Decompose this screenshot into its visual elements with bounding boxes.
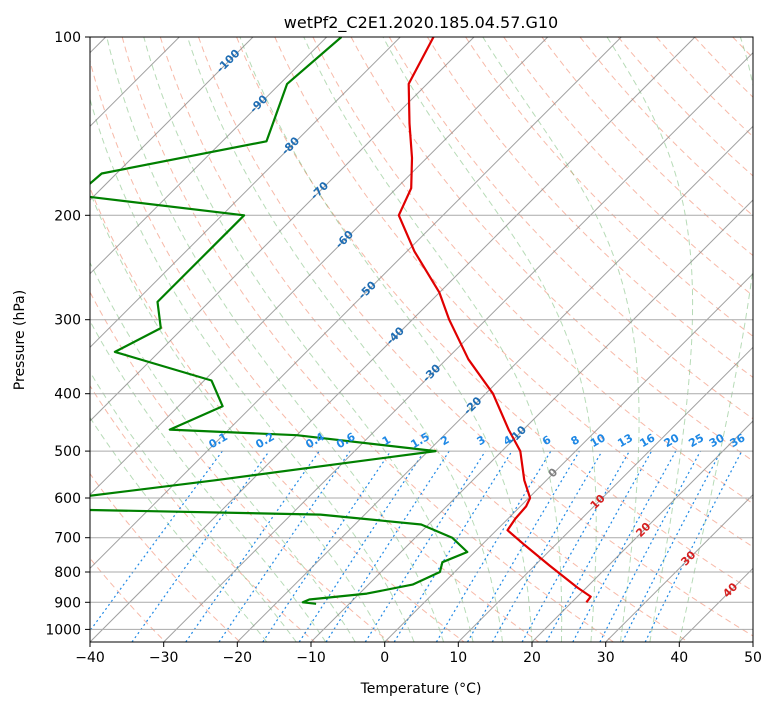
chart-title: wetPf2_C2E1.2020.185.04.57.G10 (284, 13, 558, 33)
x-tick-label: 0 (380, 650, 389, 666)
x-tick-label: 10 (449, 650, 467, 666)
x-tick-label: 50 (744, 650, 762, 666)
x-tick-label: −20 (223, 650, 253, 666)
x-tick-label: −40 (75, 650, 105, 666)
y-tick-label: 700 (54, 531, 81, 547)
y-tick-label: 300 (54, 313, 81, 329)
x-tick-label: −10 (296, 650, 326, 666)
y-tick-label: 600 (54, 491, 81, 507)
y-axis-label: Pressure (hPa) (12, 290, 28, 390)
y-tick-label: 200 (54, 208, 81, 224)
x-tick-label: 40 (670, 650, 688, 666)
y-tick-label: 400 (54, 387, 81, 403)
y-tick-label: 500 (54, 444, 81, 460)
y-tick-label: 800 (54, 565, 81, 581)
x-tick-label: −30 (149, 650, 179, 666)
x-tick-label: 30 (597, 650, 615, 666)
y-tick-label: 900 (54, 595, 81, 611)
x-tick-label: 20 (523, 650, 541, 666)
x-axis-label: Temperature (°C) (360, 681, 482, 697)
y-tick-label: 100 (54, 30, 81, 46)
y-tick-label: 1000 (45, 622, 81, 638)
